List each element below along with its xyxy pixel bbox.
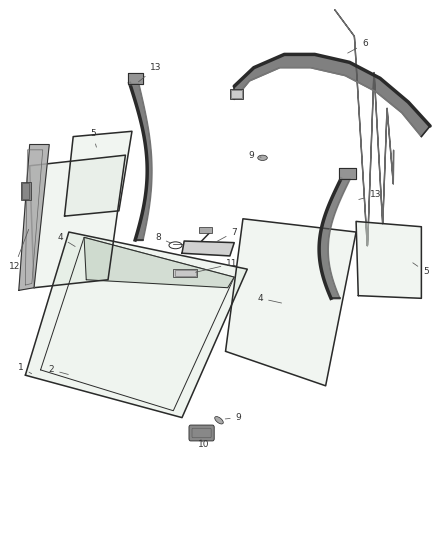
- Polygon shape: [30, 155, 125, 288]
- Text: 5: 5: [413, 263, 429, 276]
- Polygon shape: [127, 73, 143, 84]
- Text: 1: 1: [18, 363, 32, 374]
- Bar: [199, 227, 212, 233]
- Polygon shape: [339, 168, 356, 179]
- Bar: [230, 89, 243, 100]
- Text: 5: 5: [90, 130, 96, 147]
- Bar: [173, 269, 197, 277]
- Polygon shape: [25, 232, 247, 418]
- Text: 8: 8: [155, 233, 171, 243]
- Polygon shape: [182, 241, 234, 256]
- Text: 13: 13: [138, 63, 162, 82]
- Text: 7: 7: [217, 228, 237, 241]
- Ellipse shape: [258, 155, 267, 160]
- Polygon shape: [234, 54, 430, 136]
- Text: 4: 4: [57, 233, 75, 246]
- Bar: [175, 270, 196, 276]
- Ellipse shape: [215, 417, 223, 424]
- Polygon shape: [356, 221, 421, 298]
- Text: 11: 11: [196, 260, 238, 272]
- Text: 9: 9: [225, 413, 241, 422]
- Bar: [231, 90, 242, 99]
- Text: 6: 6: [348, 39, 367, 53]
- FancyBboxPatch shape: [189, 425, 214, 441]
- Text: 9: 9: [249, 151, 261, 160]
- Text: 10: 10: [198, 440, 209, 449]
- Bar: [21, 182, 31, 200]
- Polygon shape: [19, 144, 49, 290]
- Text: 4: 4: [258, 294, 282, 303]
- Bar: [22, 183, 29, 199]
- Text: 2: 2: [49, 366, 68, 375]
- Polygon shape: [226, 219, 356, 386]
- Polygon shape: [64, 131, 132, 216]
- Text: 12: 12: [9, 229, 28, 271]
- Polygon shape: [84, 237, 234, 288]
- Text: 13: 13: [359, 190, 381, 199]
